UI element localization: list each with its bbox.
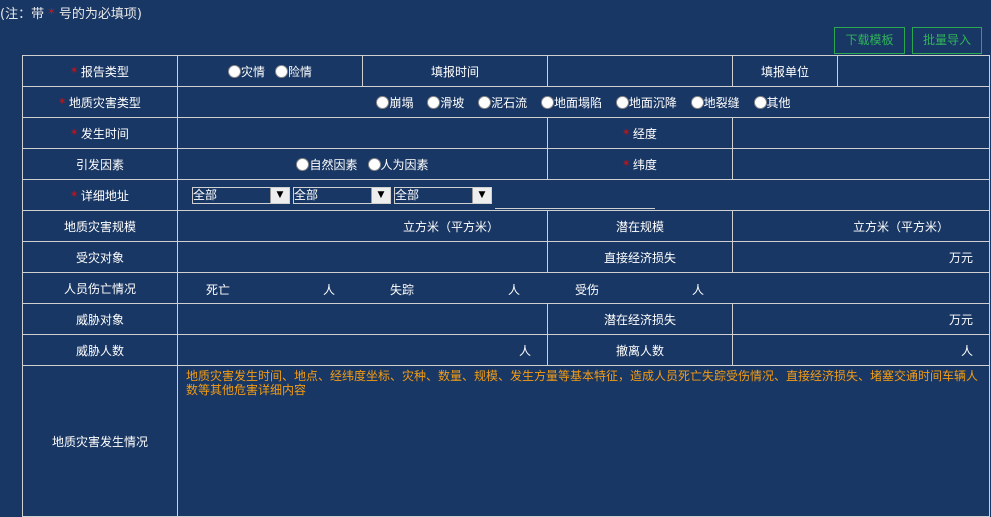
label-text: 发生时间 [80,126,129,141]
label-situation: 地质灾害发生情况 [22,365,178,517]
required-star: * [623,126,630,141]
address-input[interactable] [495,190,655,209]
label-address: * 详细地址 [22,179,178,211]
label-disaster-type: * 地质灾害类型 [22,86,178,118]
label-threat-object: 威胁对象 [22,303,178,335]
required-star: * [71,188,78,203]
radio-label: 地裂缝 [703,95,740,110]
occur-time-input[interactable] [177,117,548,149]
label-evacuated: 撤离人数 [547,334,733,366]
fill-time-input[interactable] [547,55,733,87]
radio-landslide[interactable] [427,95,441,109]
label-text: 经度 [632,126,657,141]
radio-label: 滑坡 [440,95,465,110]
label-scale: 地质灾害规模 [22,210,178,242]
potential-scale-unit: 立方米（平方米） [732,210,990,242]
select-value: 全部 [193,187,218,202]
radio-ground-fissure[interactable] [690,95,704,109]
label-text: 报告类型 [80,64,129,79]
required-star: * [71,126,78,141]
radio-other[interactable] [753,95,767,109]
required-star: * [623,157,630,172]
radio-hazard[interactable] [275,64,288,78]
fill-unit-input[interactable] [837,55,990,87]
select-value: 全部 [294,187,319,202]
situation-textarea[interactable]: 地质灾害发生时间、地点、经纬度坐标、灾种、数量、规模、发生方量等基本特征，造成人… [177,365,990,517]
label-text: 地质灾害类型 [68,95,141,110]
required-star: * [48,7,55,22]
report-type-radios: 灾情 险情 [177,55,363,87]
radio-label: 地面沉降 [628,95,677,110]
disaster-type-radios: 崩塌 滑坡 泥石流 地面塌陷 地面沉降 地裂缝 其他 [177,86,990,118]
cause-radios: 自然因素 人为因素 [177,148,548,180]
label-direct-loss: 直接经济损失 [547,241,733,273]
chevron-down-icon: ▼ [472,187,491,203]
direct-loss-unit: 万元 [732,241,990,273]
label-potential-scale: 潜在规模 [547,210,733,242]
dead-unit: 人 [323,283,336,297]
radio-disaster[interactable] [227,64,241,78]
radio-label: 自然因素 [309,157,358,172]
label-report-type: * 报告类型 [22,55,178,87]
label-fill-unit: 填报单位 [732,55,838,87]
radio-label: 灾情 [240,64,265,79]
radio-debris-flow[interactable] [478,95,492,109]
missing-unit: 人 [508,283,521,297]
note-text: (注：带 [0,7,45,22]
threat-object-input[interactable] [177,303,548,335]
label-affected: 受灾对象 [22,241,178,273]
radio-label: 其他 [766,95,791,110]
threat-number-unit: 人 [177,334,548,366]
label-threat-number: 威胁人数 [22,334,178,366]
required-star: * [71,64,78,79]
label-fill-time: 填报时间 [362,55,548,87]
evacuated-unit: 人 [732,334,990,366]
missing-label: 失踪 [390,283,415,297]
province-select[interactable]: 全部 ▼ [192,186,290,204]
scale-unit: 立方米（平方米） [177,210,548,242]
note-text: 号的为必填项) [58,7,142,22]
batch-import-button[interactable]: 批量导入 [912,27,982,54]
city-select[interactable]: 全部 ▼ [293,186,391,204]
radio-label: 崩塌 [389,95,414,110]
label-text: 纬度 [632,157,657,172]
longitude-input[interactable] [732,117,990,149]
select-value: 全部 [395,187,420,202]
download-template-button[interactable]: 下载模板 [834,27,905,54]
affected-input[interactable] [177,241,548,273]
radio-human[interactable] [367,157,381,171]
required-star: * [59,95,66,110]
label-latitude: * 纬度 [547,148,733,180]
chevron-down-icon: ▼ [371,187,390,203]
report-form: * 报告类型 灾情 险情 填报时间 填报单位 * 地质灾害类型 崩塌 滑坡 泥石流… [22,55,990,517]
radio-collapse[interactable] [376,95,390,109]
radio-label: 人为因素 [380,157,429,172]
radio-label: 地面塌陷 [553,95,602,110]
casualty-cell: 死亡 人 失踪 人 受伤 人 [177,272,990,304]
latitude-input[interactable] [732,148,990,180]
potential-loss-unit: 万元 [732,303,990,335]
county-select[interactable]: 全部 ▼ [394,186,492,204]
chevron-down-icon: ▼ [270,187,289,203]
radio-label: 险情 [288,64,313,79]
address-cell: 全部 ▼ 全部 ▼ 全部 ▼ [177,179,990,211]
injured-unit: 人 [692,283,705,297]
radio-label: 泥石流 [491,95,528,110]
label-text: 详细地址 [80,188,129,203]
label-potential-loss: 潜在经济损失 [547,303,733,335]
injured-label: 受伤 [575,283,600,297]
label-occur-time: * 发生时间 [22,117,178,149]
label-cause: 引发因素 [22,148,178,180]
dead-label: 死亡 [206,283,231,297]
radio-subsidence[interactable] [615,95,629,109]
label-longitude: * 经度 [547,117,733,149]
radio-ground-collapse[interactable] [540,95,554,109]
label-casualty: 人员伤亡情况 [22,272,178,304]
required-note: (注：带 * 号的为必填项) [0,3,142,22]
radio-natural[interactable] [296,157,310,171]
